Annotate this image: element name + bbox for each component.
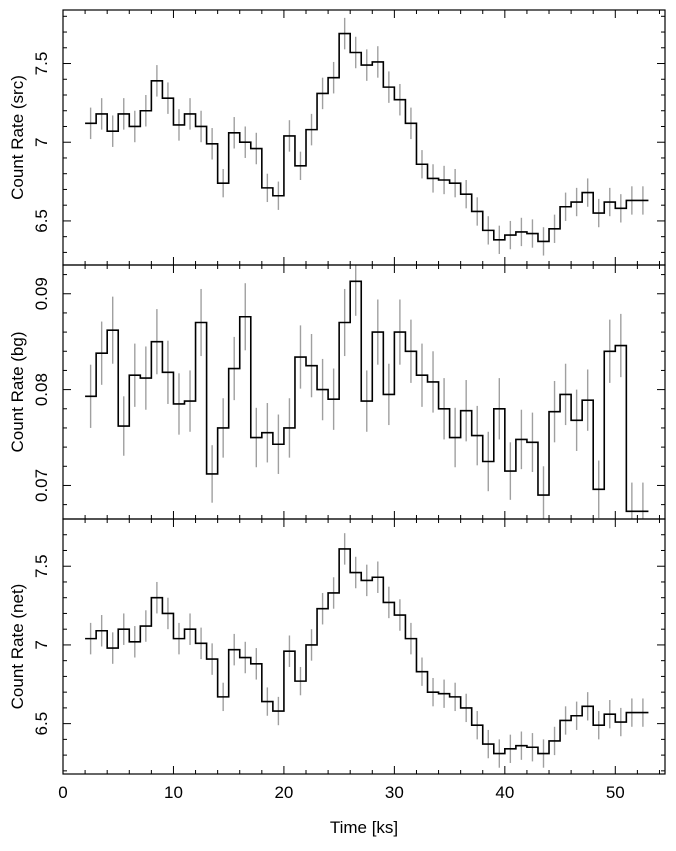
y-tick-label-net: 7.5	[32, 554, 51, 578]
y-axis-label-net: Count Rate (net)	[8, 584, 27, 710]
x-axis-label: Time [ks]	[330, 818, 398, 837]
y-tick-label-src: 7	[32, 137, 51, 146]
x-tick-label: 40	[495, 783, 514, 802]
step-series-net	[85, 548, 649, 755]
x-tick-label: 30	[385, 783, 404, 802]
step-series-bg	[85, 280, 649, 513]
y-axis-label-src: Count Rate (src)	[8, 75, 27, 200]
y-tick-label-src: 6.5	[32, 209, 51, 233]
x-tick-label: 10	[164, 783, 183, 802]
x-tick-label: 0	[58, 783, 67, 802]
panel-frame-net	[62, 518, 666, 775]
panel-frame-src	[62, 9, 666, 266]
y-tick-label-bg: 0.09	[32, 277, 51, 310]
x-tick-label: 50	[606, 783, 625, 802]
y-tick-label-net: 7	[32, 640, 51, 649]
y-tick-label-bg: 0.08	[32, 373, 51, 406]
y-axis-label-bg: Count Rate (bg)	[8, 332, 27, 453]
x-tick-label: 20	[274, 783, 293, 802]
panel-frame-bg	[62, 264, 666, 520]
y-tick-label-net: 6.5	[32, 712, 51, 736]
y-tick-label-bg: 0.07	[32, 469, 51, 502]
y-tick-label-src: 7.5	[32, 52, 51, 76]
step-series-src	[85, 32, 649, 243]
